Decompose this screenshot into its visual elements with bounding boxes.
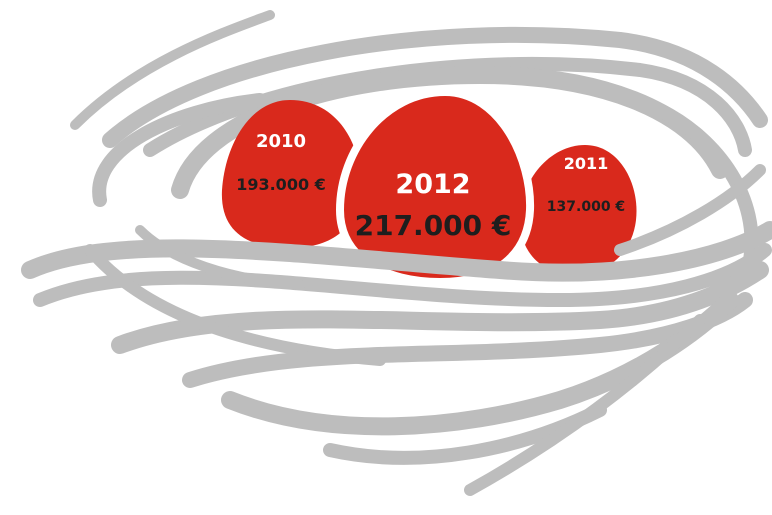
egg-year: 2010 (256, 131, 306, 152)
eggs (221, 87, 637, 287)
egg (335, 87, 535, 287)
nest-back (70, 10, 768, 267)
egg (520, 145, 637, 275)
egg-amount: 137.000 € (547, 199, 625, 215)
egg-amount: 193.000 € (236, 175, 326, 194)
egg-amount: 217.000 € (355, 209, 512, 242)
egg-year: 2012 (395, 169, 470, 200)
egg (221, 100, 361, 248)
egg-year: 2011 (564, 154, 609, 173)
nest-front (21, 164, 772, 496)
